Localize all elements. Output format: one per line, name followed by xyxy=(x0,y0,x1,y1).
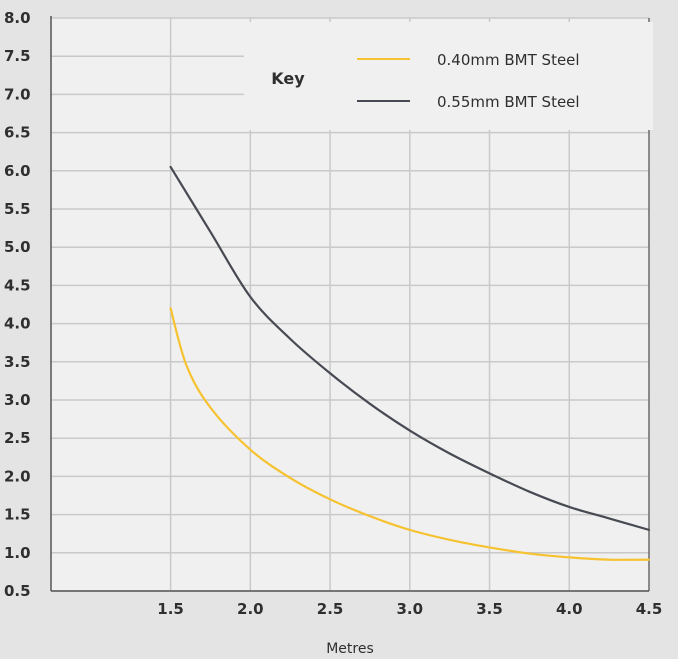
y-tick-label: 5.5 xyxy=(4,200,31,218)
y-tick-label: 3.0 xyxy=(4,391,31,409)
y-tick-label: 1.5 xyxy=(4,506,31,524)
y-tick-label: 2.5 xyxy=(4,429,31,447)
y-tick-label: 7.5 xyxy=(4,47,31,65)
y-tick-label: 0.5 xyxy=(4,582,31,600)
x-axis-label: Metres xyxy=(326,641,374,657)
y-tick-label: 1.0 xyxy=(4,544,31,562)
y-axis-ticks: 0.5 1.0 1.5 2.0 2.5 3.0 3.5 4.0 4.5 5.0 5.5 6.0 6.5 7… xyxy=(4,9,31,600)
y-tick-label: 4.5 xyxy=(4,276,31,294)
x-tick-label: 2.5 xyxy=(317,600,344,618)
y-tick-label: 3.5 xyxy=(4,353,31,371)
y-tick-label: 2.0 xyxy=(4,467,31,485)
y-tick-label: 6.5 xyxy=(4,124,31,142)
series-line-0.40mm xyxy=(169,307,651,561)
x-tick-label: 4.0 xyxy=(556,600,583,618)
x-tick-label: 2.0 xyxy=(237,600,264,618)
series-line-0.55mm xyxy=(169,165,651,531)
y-tick-label: 8.0 xyxy=(4,9,31,27)
series-lines xyxy=(169,165,651,561)
x-tick-label: 3.5 xyxy=(476,600,503,618)
legend-title: Key xyxy=(271,69,305,88)
x-tick-label: 4.5 xyxy=(636,600,663,618)
y-tick-label: 7.0 xyxy=(4,85,31,103)
legend-label-0.55mm: 0.55mm BMT Steel xyxy=(437,93,580,111)
y-tick-label: 4.0 xyxy=(4,315,31,333)
x-axis-ticks: 1.5 2.0 2.5 3.0 3.5 4.0 4.5 xyxy=(157,600,662,618)
y-tick-label: 6.0 xyxy=(4,162,31,180)
legend-label-0.40mm: 0.40mm BMT Steel xyxy=(437,51,580,69)
legend-box xyxy=(244,22,653,130)
x-tick-label: 1.5 xyxy=(157,600,184,618)
y-tick-label: 5.0 xyxy=(4,238,31,256)
legend: Key 0.40mm BMT Steel 0.55mm BMT Steel xyxy=(244,22,653,130)
x-tick-label: 3.0 xyxy=(397,600,424,618)
